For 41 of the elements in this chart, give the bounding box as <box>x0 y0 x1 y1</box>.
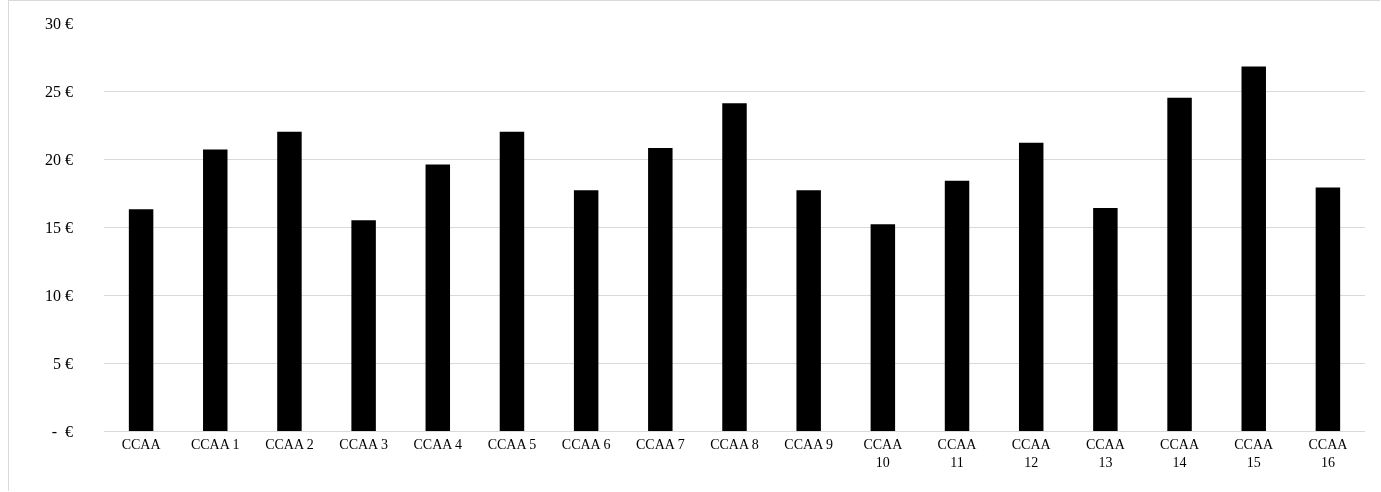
bar <box>277 131 302 431</box>
x-tick-label: CCAA 15 <box>1234 436 1275 470</box>
x-tick-label: CCAA 7 <box>636 436 685 452</box>
x-tick-label: CCAA 4 <box>413 436 463 452</box>
bar <box>1241 66 1266 431</box>
y-tick-label: 10 € <box>45 286 73 304</box>
y-tick-label: 20 € <box>45 150 73 168</box>
y-tick-label: - € <box>51 422 73 440</box>
bar <box>203 149 228 431</box>
bar <box>870 224 896 431</box>
y-tick-label: 30 € <box>45 14 73 32</box>
bar <box>944 180 970 431</box>
x-tick-label: CCAA 1 <box>190 436 240 452</box>
bar <box>573 190 599 431</box>
x-tick-label: CCAA 14 <box>1160 436 1200 470</box>
bar <box>1315 187 1341 431</box>
y-tick-label: 25 € <box>45 82 73 100</box>
bar <box>128 209 154 431</box>
x-tick-label: CCAA 12 <box>1011 436 1052 470</box>
bar <box>722 103 747 431</box>
x-tick-label: CCAA 13 <box>1085 436 1126 470</box>
x-tick-label: CCAA 9 <box>784 436 833 452</box>
bar <box>1093 207 1118 431</box>
x-tick-label: CCAA 10 <box>863 436 904 470</box>
x-tick-label: CCAA <box>121 436 162 452</box>
bar <box>351 220 376 431</box>
x-tick-label: CCAA 11 <box>937 436 978 470</box>
bar <box>648 148 673 431</box>
x-tick-label: CCAA 8 <box>710 436 759 452</box>
x-tick-label: CCAA 3 <box>339 436 388 452</box>
x-tick-label: CCAA 16 <box>1308 436 1349 470</box>
bar <box>499 131 525 431</box>
x-tick-label: CCAA 2 <box>265 436 314 452</box>
y-tick-label: 5 € <box>53 354 73 372</box>
bar <box>796 190 821 431</box>
y-tick-label: 15 € <box>45 218 73 236</box>
bar <box>1018 142 1044 431</box>
x-tick-label: CCAA 6 <box>561 436 611 452</box>
bar <box>425 164 451 431</box>
bar <box>1167 97 1192 431</box>
x-tick-label: CCAA 5 <box>487 436 537 452</box>
